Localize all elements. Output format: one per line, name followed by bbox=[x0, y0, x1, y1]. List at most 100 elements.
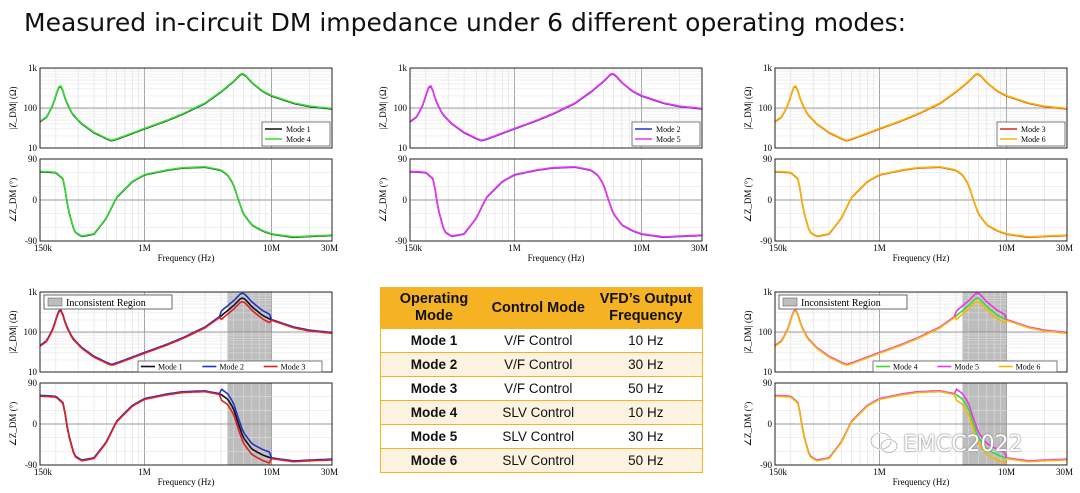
legend-label: Mode 3 bbox=[1021, 125, 1046, 134]
x-tick-label: 30M bbox=[321, 467, 338, 477]
x-tick-label: 10M bbox=[263, 243, 280, 253]
inconsistent-region-swatch bbox=[782, 297, 798, 307]
x-tick-label: 1M bbox=[873, 467, 886, 477]
phase-plot-frame bbox=[39, 158, 333, 242]
cell-control-mode: SLV Control bbox=[486, 424, 590, 449]
x-tick-label: 30M bbox=[1056, 467, 1073, 477]
cell-operating-mode: Mode 6 bbox=[381, 448, 487, 472]
legend-box bbox=[137, 360, 323, 373]
x-axis-label: Frequency (Hz) bbox=[893, 477, 950, 487]
series-line-phase-mode-3 bbox=[39, 390, 333, 464]
y-tick-label: -90 bbox=[760, 460, 772, 470]
wechat-icon bbox=[870, 432, 898, 454]
x-tick-label: 10M bbox=[633, 243, 650, 253]
y-tick-label: 100 bbox=[759, 103, 773, 113]
y-axis-label-phase: ∠Z_DM (°) bbox=[743, 402, 753, 446]
y-axis-label-magnitude: |Z_DM| (Ω) bbox=[378, 86, 388, 129]
x-axis-label: Frequency (Hz) bbox=[158, 477, 215, 487]
series-line-mag-mode-6 bbox=[774, 72, 1068, 142]
y-axis-label-magnitude: |Z_DM| (Ω) bbox=[743, 310, 753, 353]
x-tick-label: 10M bbox=[998, 467, 1015, 477]
x-tick-label: 1M bbox=[508, 243, 521, 253]
y-tick-label: -90 bbox=[395, 236, 407, 246]
legend-label: Mode 3 bbox=[281, 363, 306, 372]
chart-panel-top-middle: 1k 100 10 90 0 -90 |Z_DM| (Ω) ∠Z_DM (°) 150k 1M 10… bbox=[370, 58, 710, 268]
cell-control-mode: V/F Control bbox=[486, 376, 590, 401]
series-line-mag-mode-5 bbox=[409, 72, 703, 142]
magnitude-plot-frame bbox=[774, 67, 1068, 149]
x-axis-label: Frequency (Hz) bbox=[893, 253, 950, 263]
y-tick-label: 1k bbox=[763, 63, 773, 73]
magnitude-plot-frame bbox=[39, 67, 333, 149]
legend-label: Mode 2 bbox=[219, 363, 244, 372]
cell-operating-mode: Mode 4 bbox=[381, 400, 487, 425]
cell-control-mode: V/F Control bbox=[486, 352, 590, 377]
x-tick-label: 30M bbox=[1056, 243, 1073, 253]
legend-box bbox=[996, 121, 1066, 147]
series-line-mag-mode-6 bbox=[774, 300, 1068, 366]
phase-plot-frame bbox=[774, 158, 1068, 242]
legend-label: Mode 5 bbox=[656, 135, 681, 144]
y-tick-label: 100 bbox=[24, 103, 38, 113]
inconsistent-region-legend bbox=[778, 294, 908, 310]
cell-output-frequency: 10 Hz bbox=[589, 328, 702, 353]
cell-output-frequency: 50 Hz bbox=[589, 448, 702, 472]
y-tick-label: 0 bbox=[33, 419, 38, 429]
y-tick-label: 1k bbox=[398, 63, 408, 73]
y-tick-label: 0 bbox=[768, 419, 773, 429]
cell-operating-mode: Mode 2 bbox=[381, 352, 487, 377]
cell-output-frequency: 10 Hz bbox=[589, 400, 702, 425]
legend-label: Mode 1 bbox=[158, 363, 183, 372]
series-line-phase-mode-3 bbox=[774, 166, 1068, 239]
inconsistent-region-legend bbox=[43, 294, 173, 310]
phase-plot-frame bbox=[774, 382, 1068, 466]
y-tick-label: 90 bbox=[763, 154, 773, 164]
x-tick-label: 1M bbox=[873, 243, 886, 253]
x-tick-label: 150k bbox=[404, 243, 423, 253]
cell-output-frequency: 30 Hz bbox=[589, 424, 702, 449]
legend-label: Mode 1 bbox=[286, 125, 311, 134]
header-control-mode: Control Mode bbox=[486, 288, 590, 329]
cell-operating-mode: Mode 3 bbox=[381, 376, 487, 401]
magnitude-plot-frame bbox=[409, 67, 703, 149]
y-tick-label: 1k bbox=[28, 287, 38, 297]
series-line-phase-mode-6 bbox=[774, 390, 1068, 464]
legend-label: Mode 2 bbox=[656, 125, 681, 134]
inconsistent-region-label: Inconsistent Region bbox=[801, 298, 881, 309]
phase-plot-frame bbox=[409, 158, 703, 242]
y-tick-label: 1k bbox=[763, 287, 773, 297]
y-axis-label-phase: ∠Z_DM (°) bbox=[8, 178, 18, 222]
table-row: Mode 1 V/F Control 10 Hz bbox=[381, 328, 702, 353]
y-tick-label: 90 bbox=[398, 154, 408, 164]
cell-operating-mode: Mode 1 bbox=[381, 328, 487, 353]
x-tick-label: 1M bbox=[138, 467, 151, 477]
y-tick-label: 10 bbox=[28, 143, 38, 153]
y-tick-label: 100 bbox=[394, 103, 408, 113]
y-axis-label-phase: ∠Z_DM (°) bbox=[378, 178, 388, 222]
x-tick-label: 10M bbox=[998, 243, 1015, 253]
table-row: Mode 6 SLV Control 50 Hz bbox=[381, 448, 702, 472]
slide-title: Measured in-circuit DM impedance under 6… bbox=[24, 8, 907, 37]
y-tick-label: -90 bbox=[25, 460, 37, 470]
series-line-phase-mode-1 bbox=[39, 390, 333, 463]
y-tick-label: 10 bbox=[763, 143, 773, 153]
legend-label: Mode 6 bbox=[1021, 135, 1046, 144]
y-tick-label: -90 bbox=[25, 236, 37, 246]
chart-panel-top-left: 1k 100 10 90 0 -90 |Z_DM| (Ω) ∠Z_DM (°) 150k 1M 10… bbox=[0, 58, 340, 268]
y-tick-label: 90 bbox=[28, 154, 38, 164]
x-tick-label: 150k bbox=[769, 243, 788, 253]
legend-label: Mode 4 bbox=[286, 135, 311, 144]
cell-control-mode: SLV Control bbox=[486, 400, 590, 425]
y-axis-label-phase: ∠Z_DM (°) bbox=[8, 402, 18, 446]
series-line-mag-mode-3 bbox=[39, 300, 333, 366]
inconsistent-region-label: Inconsistent Region bbox=[66, 298, 146, 309]
operating-modes-table: Operating Mode Control Mode VFD’s Output… bbox=[380, 287, 703, 473]
y-tick-label: 100 bbox=[759, 327, 773, 337]
x-tick-label: 10M bbox=[263, 467, 280, 477]
series-line-phase-mode-6 bbox=[774, 165, 1068, 238]
y-tick-label: 100 bbox=[24, 327, 38, 337]
